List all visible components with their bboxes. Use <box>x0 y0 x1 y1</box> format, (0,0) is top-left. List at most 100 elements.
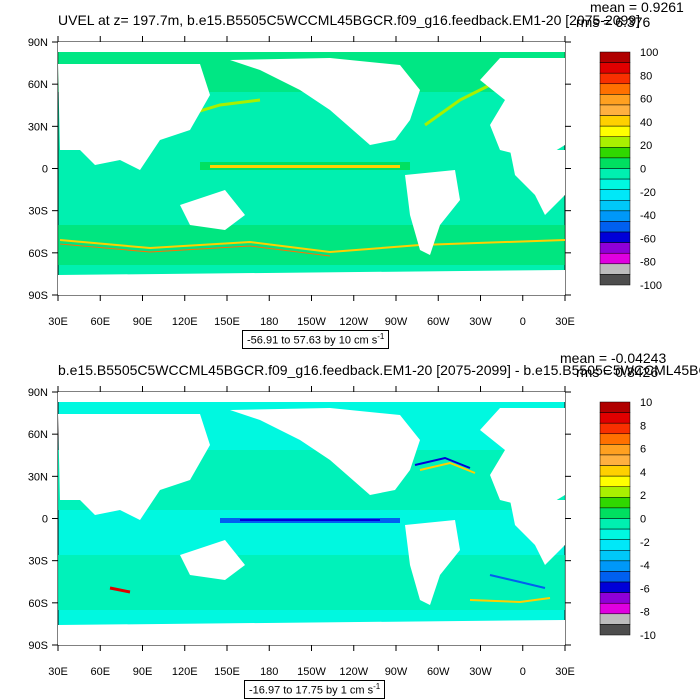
top-colorbar-swatch <box>599 231 631 243</box>
top-arctic-land <box>58 42 565 52</box>
top-colorbar-swatch <box>599 115 631 127</box>
top-southern-jet <box>59 239 566 254</box>
bottom-colorbar-swatch <box>599 497 631 509</box>
bottom-lon-label: 30E <box>555 666 575 678</box>
bottom-range-sup: -1 <box>373 682 381 691</box>
top-colorbar-label: 100 <box>640 47 658 59</box>
bottom-colorbar-label: 8 <box>640 420 646 432</box>
bottom-colorbar-swatch <box>599 401 631 413</box>
top-lon-label: 30E <box>48 316 68 328</box>
top-lat-label: 60S <box>28 248 48 260</box>
bottom-lon-label: 150E <box>214 666 240 678</box>
top-colorbar-label: -20 <box>640 187 656 199</box>
bottom-lon-label: 90W <box>385 666 408 678</box>
bottom-range-text: -16.97 to 17.75 by 1 cm s <box>249 684 374 697</box>
top-lon-label: 0 <box>520 316 526 328</box>
bottom-mean-stat: mean = -0.04243 <box>560 350 667 366</box>
bottom-atlantic-anomaly <box>489 574 546 589</box>
top-colorbar-swatch <box>599 178 631 190</box>
top-colorbar-swatch <box>599 83 631 95</box>
top-colorbar-label: -80 <box>640 257 656 269</box>
bottom-antarctica-land <box>58 620 565 645</box>
bottom-colorbar-label: 6 <box>640 444 646 456</box>
top-map-panel: UVEL at z= 197.7m, b.e15.B5505C5WCCML45B… <box>28 0 684 349</box>
top-colorbar-swatch <box>599 147 631 159</box>
bottom-colorbar-swatch <box>599 602 631 615</box>
bottom-colorbar-label: 10 <box>640 397 652 409</box>
bottom-colorbar-swatch <box>599 592 631 604</box>
bottom-arctic-land <box>58 392 565 402</box>
bottom-lon-label: 30W <box>469 666 492 678</box>
bottom-lon-label: 60W <box>427 666 450 678</box>
bottom-colorbar-swatch <box>599 518 631 530</box>
bottom-colorbar-label: -4 <box>640 560 650 572</box>
top-antarctica-land <box>58 270 565 295</box>
bottom-south-america-land <box>405 520 460 605</box>
bottom-colorbar-swatch <box>599 528 631 540</box>
top-lon-label: 120W <box>339 316 368 328</box>
top-lat-label: 0 <box>42 164 48 176</box>
bottom-colorbar-swatch <box>599 475 631 487</box>
top-colorbar-swatch <box>599 263 631 275</box>
bottom-colorbar-swatch <box>599 613 631 625</box>
top-colorbar-label: 20 <box>640 140 652 152</box>
bottom-colorbar-swatch <box>599 444 631 456</box>
top-colorbar-label: 0 <box>640 164 646 176</box>
bottom-colorbar-label: 2 <box>640 490 646 502</box>
bottom-lat-label: 60S <box>28 598 48 610</box>
bottom-colorbar-swatch <box>599 581 631 593</box>
bottom-lat-label: 30N <box>28 471 48 483</box>
top-colorbar-swatch <box>599 94 631 106</box>
bottom-lon-label: 60E <box>90 666 110 678</box>
bottom-gulf-stream-neg <box>414 456 471 469</box>
top-lat-label: 30N <box>28 121 48 133</box>
top-southern-jet-core <box>59 243 331 257</box>
bottom-north-america-land <box>230 408 420 495</box>
top-north-america-land <box>230 58 420 145</box>
bottom-southern-anomaly <box>109 586 131 594</box>
bottom-colorbar-swatch <box>599 433 631 445</box>
top-mean-stat: mean = 0.9261 <box>590 0 684 15</box>
bottom-colorbar-swatch <box>599 422 631 435</box>
top-africa-south-land <box>510 150 565 215</box>
top-lat-label: 30S <box>28 206 48 218</box>
top-colorbar-label: 40 <box>640 117 652 129</box>
bottom-colorbar-label: -10 <box>640 630 656 642</box>
top-colorbar-label: -40 <box>640 210 656 222</box>
bottom-lat-label: 90N <box>28 387 48 399</box>
bottom-lat-label: 30S <box>28 556 48 568</box>
bottom-lat-label: 90S <box>28 640 48 652</box>
top-colorbar-swatch <box>599 157 631 169</box>
bottom-equatorial-anomaly-core <box>240 519 380 521</box>
top-lon-label: 180 <box>260 316 278 328</box>
top-colorbar-swatch <box>599 62 631 74</box>
top-colorbar-swatch <box>599 72 631 85</box>
top-colorbar-swatch <box>599 252 631 265</box>
top-lon-label: 90W <box>385 316 408 328</box>
top-lat-label: 90S <box>28 290 48 302</box>
bottom-colorbar-swatch <box>599 624 631 636</box>
top-asia-land <box>58 64 210 170</box>
bottom-colorbar-swatch <box>599 539 631 551</box>
bottom-australia-land <box>180 540 245 580</box>
top-lon-label: 120E <box>172 316 198 328</box>
bottom-gulf-stream-pos <box>419 461 476 474</box>
top-colorbar-swatch <box>599 168 631 180</box>
bottom-map-title: b.e15.B5505C5WCCML45BGCR.f09_g16.feedbac… <box>58 362 700 378</box>
top-colorbar: 100 80 60 40 20 0 -20 -40 -60 -80 -100 <box>599 47 662 292</box>
top-colorbar-swatch <box>599 210 631 222</box>
bottom-map-panel: b.e15.B5505C5WCCML45BGCR.f09_g16.feedbac… <box>0 350 700 700</box>
top-europe-africa-land <box>480 58 565 160</box>
top-lat-label: 60N <box>28 79 48 91</box>
bottom-colorbar-label: -2 <box>640 537 650 549</box>
bottom-colorbar-swatch <box>599 507 631 519</box>
bottom-asia-land <box>58 414 210 520</box>
bottom-colorbar-label: 4 <box>640 467 646 479</box>
bottom-colorbar-swatch <box>599 571 631 583</box>
top-lon-label: 150W <box>297 316 326 328</box>
bottom-axes: 90N 60N 30N 0 30S 60S 90S 30E 60E 90E 120E 150E 180 1… <box>28 386 575 678</box>
bottom-colorbar-label: 0 <box>640 514 646 526</box>
top-range-text: -56.91 to 57.63 by 10 cm s <box>247 334 378 347</box>
bottom-colorbar-swatch <box>599 465 631 477</box>
bottom-map-plot <box>57 391 566 646</box>
